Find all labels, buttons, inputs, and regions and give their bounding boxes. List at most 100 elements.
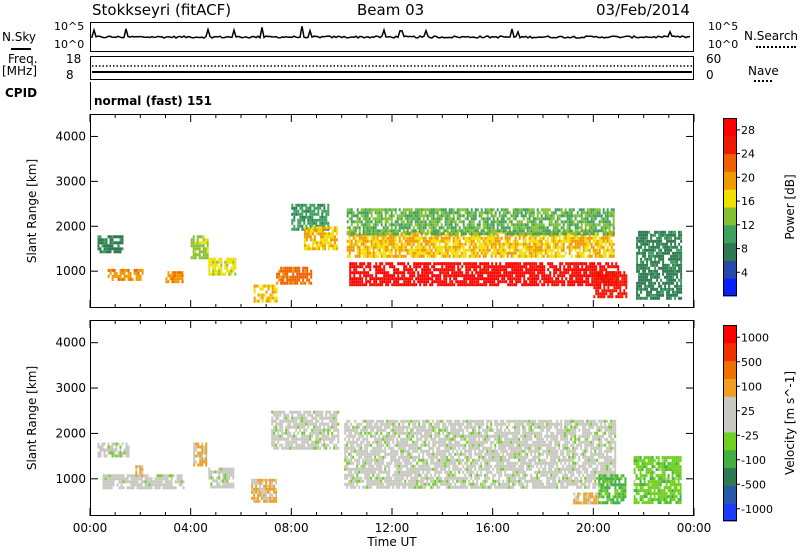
velocity-cbar-tick-3: 25 (741, 405, 755, 418)
nsky-panel (90, 22, 694, 52)
velocity-xtick-1: 04:00 (173, 521, 208, 535)
nsky-label: N.Sky (2, 30, 37, 44)
velocity-cbar-tick-0: 1000 (741, 331, 769, 344)
velocity-cbar-swatch-8 (723, 360, 737, 379)
nsky-underline (11, 48, 31, 50)
velocity-xtick-0: 00:00 (73, 521, 108, 535)
freq-panel (90, 56, 694, 80)
nsearch-label: N.Search (744, 29, 799, 43)
station-title: Stokkseyri (fitACF) (92, 1, 232, 19)
power-region-13 (636, 230, 683, 300)
velocity-cells (97, 410, 682, 505)
velocity-cbar-tick-7: -1000 (741, 503, 773, 516)
cpid-panel (90, 82, 91, 110)
power-cbar-swatch-9 (723, 118, 737, 137)
beam-title: Beam 03 (357, 1, 425, 19)
power-cbar-swatch-5 (723, 189, 737, 208)
power-cbar-swatch-4 (723, 207, 737, 226)
power-region-1 (107, 268, 144, 281)
power-cells (97, 203, 683, 303)
power-colorbar: 4 8 12 16 20 24 28 Power [dB] (723, 118, 797, 297)
velocity-cbar-swatch-4 (723, 431, 737, 451)
power-cbar-tick-3: 16 (741, 195, 755, 208)
velocity-cbar-swatch-10 (723, 325, 737, 344)
nave-tick-top: 60 (706, 52, 722, 66)
velocity-xtick-5: 20:00 (576, 521, 611, 535)
velocity-cbar-tick-1: 500 (741, 356, 762, 369)
velocity-ytick-0: 1000 (55, 472, 86, 486)
power-ytick-0: 1000 (55, 264, 86, 278)
cpid-value: normal (fast) 151 (94, 94, 212, 108)
power-cbar-swatch-3 (723, 224, 737, 244)
velocity-cbar-swatch-3 (723, 449, 737, 469)
nsearch-tick-top: 10^5 (708, 20, 739, 33)
cpid-label: CPID (5, 86, 38, 100)
velocity-xtick-6: 00:00 (677, 521, 712, 535)
velocity-colorbar: 1000 500 100 25 -25 -100 -500 -1000 Velocity [m … (723, 325, 797, 522)
power-cbar-tick-2: 12 (741, 219, 755, 232)
velocity-ylabel: Slant Range [km] (25, 366, 39, 470)
velocity-cbar-swatch-0 (723, 503, 737, 522)
power-cbar-swatch-1 (723, 260, 737, 279)
velocity-cbar-tick-6: -500 (741, 478, 766, 491)
power-cbar-swatch-6 (723, 171, 737, 190)
power-cbar-label: Power [dB] (783, 174, 797, 239)
power-region-5 (253, 284, 278, 303)
velocity-cbar-tick-5: -100 (741, 454, 766, 467)
power-ytick-2: 3000 (55, 174, 86, 188)
power-region-7 (291, 203, 330, 231)
power-ytick-1: 2000 (55, 219, 86, 233)
velocity-region-3 (193, 442, 208, 467)
velocity-xlabel: Time UT (366, 535, 417, 549)
nsky-tick-bottom: 10^0 (54, 38, 85, 51)
power-region-10 (346, 208, 615, 236)
nsky-line (91, 26, 691, 40)
power-cbar-swatch-0 (723, 278, 737, 297)
velocity-xtick-2: 08:00 (274, 521, 309, 535)
velocity-region-5 (251, 478, 278, 503)
power-cbar-tick-5: 24 (741, 148, 755, 161)
velocity-cbar-swatch-1 (723, 485, 737, 504)
velocity-region-9 (598, 474, 627, 505)
velocity-region-1 (102, 474, 185, 490)
velocity-region-8 (573, 492, 600, 505)
velocity-region-10 (633, 456, 682, 505)
nsearch-tick-bottom: 10^0 (708, 38, 739, 51)
power-region-11 (349, 262, 620, 287)
velocity-region-7 (344, 419, 617, 489)
velocity-cbar-swatch-5 (723, 414, 737, 433)
velocity-heatmap: 1000 2000 3000 4000 Slant Range [km] 00:00 04:… (25, 320, 712, 549)
velocity-cbar-tick-2: 100 (741, 380, 762, 393)
freq-label: Freq. (8, 52, 38, 66)
power-region-2 (165, 271, 184, 284)
power-cbar-swatch-8 (723, 135, 737, 155)
velocity-cbar-label: Velocity [m s^-1] (783, 371, 797, 475)
power-cbar-tick-0: 4 (741, 266, 748, 279)
power-cbar-tick-4: 20 (741, 171, 755, 184)
freq-tick-bottom: 8 (66, 68, 74, 82)
power-cbar-swatch-2 (723, 242, 737, 261)
nave-legend-dots (754, 80, 772, 82)
freq-unit: [MHz] (2, 64, 38, 78)
velocity-cbar-swatch-6 (723, 396, 737, 415)
velocity-cbar-swatch-2 (723, 467, 737, 486)
velocity-region-4 (208, 467, 235, 489)
velocity-region-0 (97, 442, 130, 458)
power-region-0 (97, 235, 124, 254)
power-region-3 (190, 235, 209, 260)
power-ylabel: Slant Range [km] (25, 159, 39, 263)
power-region-12 (593, 271, 628, 299)
nave-label: Nave (748, 64, 779, 78)
power-region-4 (208, 257, 237, 276)
power-ytick-3: 4000 (55, 129, 86, 143)
velocity-region-6 (271, 410, 340, 450)
nsearch-legend-dots (756, 46, 796, 48)
velocity-cbar-swatch-9 (723, 342, 737, 362)
velocity-ytick-3: 4000 (55, 336, 86, 350)
velocity-xtick-3: 12:00 (375, 521, 410, 535)
power-heatmap: 1000 2000 3000 4000 Slant Range [km] (25, 114, 695, 308)
velocity-ytick-2: 3000 (55, 381, 86, 395)
nsky-tick-top: 10^5 (54, 20, 85, 33)
nave-tick-bottom: 0 (706, 68, 714, 82)
velocity-xtick-4: 16:00 (475, 521, 510, 535)
